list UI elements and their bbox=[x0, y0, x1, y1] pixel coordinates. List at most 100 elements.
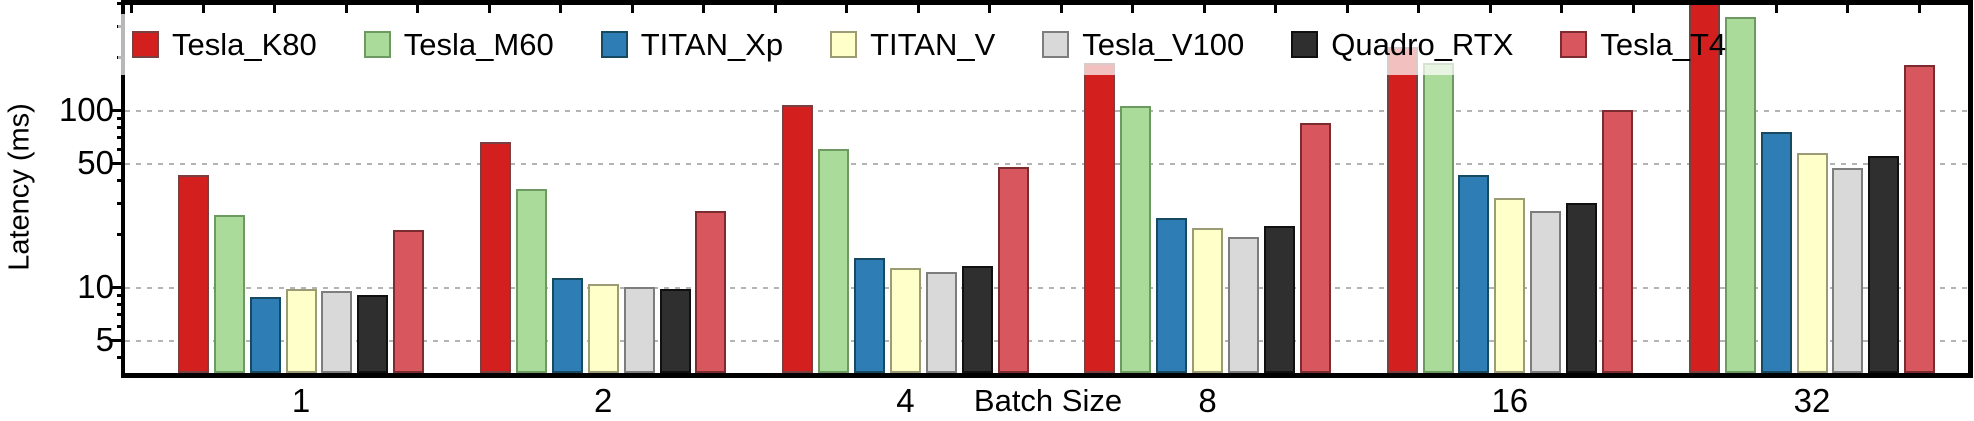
x-axis-title: Batch Size bbox=[973, 383, 1123, 418]
bar-Tesla_K80-batch-8 bbox=[1084, 63, 1116, 373]
legend-item-Tesla_T4: Tesla_T4 bbox=[1560, 27, 1726, 63]
x-tick-label: 8 bbox=[1198, 382, 1217, 419]
bar-TITAN_Xp-batch-32 bbox=[1760, 132, 1792, 373]
legend-item-Tesla_K80: Tesla_K80 bbox=[132, 27, 317, 63]
y-tick-minor bbox=[117, 313, 125, 317]
gridline bbox=[125, 340, 1968, 343]
top-tick bbox=[344, 5, 348, 13]
bar-Tesla_M60-batch-32 bbox=[1724, 16, 1756, 373]
legend-item-Tesla_V100: Tesla_V100 bbox=[1042, 27, 1244, 63]
y-tick-label: 50 bbox=[77, 144, 114, 182]
bar-Tesla_T4-batch-32 bbox=[1904, 65, 1936, 373]
legend-swatch-TITAN_V bbox=[830, 31, 858, 58]
bar-Quadro_RTX-batch-8 bbox=[1263, 226, 1295, 373]
top-tick bbox=[1345, 5, 1349, 13]
bar-Tesla_M60-batch-4 bbox=[818, 149, 850, 373]
bar-Tesla_T4-batch-8 bbox=[1299, 123, 1331, 373]
bar-TITAN_V-batch-8 bbox=[1192, 227, 1224, 373]
y-tick-label: 5 bbox=[95, 321, 114, 359]
legend-swatch-Tesla_V100 bbox=[1042, 31, 1070, 58]
bar-TITAN_V-batch-4 bbox=[889, 268, 921, 373]
legend-label: Tesla_V100 bbox=[1082, 26, 1245, 62]
y-tick-minor bbox=[117, 303, 125, 307]
bar-Quadro_RTX-batch-4 bbox=[961, 266, 993, 373]
x-tick-label: 4 bbox=[896, 382, 915, 419]
bar-Tesla_T4-batch-2 bbox=[695, 210, 727, 373]
legend-item-Quadro_RTX: Quadro_RTX bbox=[1291, 27, 1513, 63]
bar-Tesla_K80-batch-2 bbox=[480, 141, 511, 373]
x-tick-label: 1 bbox=[291, 382, 311, 419]
bar-Tesla_V100-batch-2 bbox=[623, 287, 655, 373]
top-tick bbox=[1059, 5, 1063, 13]
bar-TITAN_V-batch-16 bbox=[1494, 197, 1526, 373]
bar-Tesla_M60-batch-16 bbox=[1422, 63, 1454, 373]
top-tick bbox=[416, 5, 419, 13]
gridline bbox=[125, 163, 1968, 166]
bar-Quadro_RTX-batch-1 bbox=[357, 295, 389, 373]
bar-Tesla_V100-batch-8 bbox=[1228, 236, 1259, 373]
bar-Quadro_RTX-batch-16 bbox=[1566, 202, 1598, 373]
legend-label: Tesla_T4 bbox=[1600, 26, 1727, 62]
top-tick bbox=[130, 5, 133, 13]
y-tick-minor bbox=[117, 148, 125, 152]
x-tick-label: 2 bbox=[594, 382, 613, 419]
top-tick bbox=[1774, 5, 1778, 13]
bar-TITAN_Xp-batch-8 bbox=[1156, 217, 1188, 373]
y-axis-title: Latency (ms) bbox=[3, 103, 36, 271]
bar-Tesla_K80-batch-1 bbox=[177, 174, 209, 373]
y-tick-label: 10 bbox=[77, 268, 114, 305]
top-tick bbox=[1417, 5, 1420, 13]
bar-Tesla_K80-batch-4 bbox=[782, 104, 814, 373]
y-tick-minor bbox=[117, 2, 125, 6]
legend-swatch-Tesla_T4 bbox=[1560, 31, 1588, 58]
top-tick bbox=[773, 5, 777, 13]
y-tick-minor bbox=[117, 325, 125, 329]
y-tick-minor bbox=[117, 232, 125, 236]
bar-TITAN_V-batch-2 bbox=[587, 284, 619, 373]
y-tick-minor bbox=[117, 201, 125, 205]
bar-Tesla_V100-batch-1 bbox=[321, 290, 353, 373]
top-tick bbox=[1631, 5, 1635, 13]
x-tick-label: 32 bbox=[1793, 382, 1831, 419]
gridline bbox=[125, 110, 1968, 112]
top-tick bbox=[1131, 5, 1134, 13]
top-tick bbox=[630, 5, 634, 13]
bar-TITAN_Xp-batch-16 bbox=[1458, 174, 1490, 373]
bar-Tesla_M60-batch-8 bbox=[1120, 106, 1152, 373]
legend-label: Tesla_M60 bbox=[403, 26, 554, 62]
bar-Tesla_M60-batch-1 bbox=[213, 215, 245, 373]
bar-Tesla_K80-batch-16 bbox=[1386, 46, 1418, 373]
bar-Tesla_V100-batch-32 bbox=[1832, 168, 1864, 373]
legend-swatch-TITAN_Xp bbox=[600, 31, 628, 58]
bar-TITAN_Xp-batch-2 bbox=[551, 277, 583, 373]
top-tick bbox=[1846, 5, 1849, 13]
top-tick bbox=[1917, 5, 1921, 13]
x-tick-label: 16 bbox=[1491, 382, 1529, 419]
top-tick bbox=[1202, 5, 1206, 13]
bar-TITAN_V-batch-1 bbox=[285, 289, 317, 373]
gridline bbox=[125, 287, 1968, 289]
legend-swatch-Tesla_M60 bbox=[363, 31, 391, 58]
bar-TITAN_V-batch-32 bbox=[1796, 153, 1828, 373]
bar-Tesla_T4-batch-1 bbox=[393, 229, 425, 373]
legend-swatch-Tesla_K80 bbox=[132, 31, 159, 58]
legend-label: Quadro_RTX bbox=[1331, 26, 1514, 62]
bar-TITAN_Xp-batch-1 bbox=[249, 296, 281, 373]
bar-TITAN_Xp-batch-4 bbox=[854, 258, 885, 373]
legend-label: Tesla_K80 bbox=[172, 26, 317, 62]
top-tick bbox=[916, 5, 920, 13]
y-tick-major bbox=[111, 109, 125, 112]
legend-label: TITAN_V bbox=[870, 26, 996, 62]
bar-Tesla_V100-batch-4 bbox=[925, 272, 957, 373]
top-tick bbox=[1560, 5, 1563, 13]
bar-Tesla_V100-batch-16 bbox=[1530, 210, 1562, 373]
bar-Quadro_RTX-batch-2 bbox=[659, 289, 691, 373]
top-tick bbox=[487, 5, 491, 13]
legend: Tesla_K80 Tesla_M60 TITAN_Xp TITAN_V Tesla_V… bbox=[118, 14, 1726, 75]
y-tick-minor bbox=[117, 294, 125, 298]
top-tick bbox=[273, 5, 276, 13]
top-tick bbox=[559, 5, 562, 13]
y-tick-label: 100 bbox=[58, 91, 114, 128]
bar-Tesla_M60-batch-2 bbox=[515, 188, 547, 373]
